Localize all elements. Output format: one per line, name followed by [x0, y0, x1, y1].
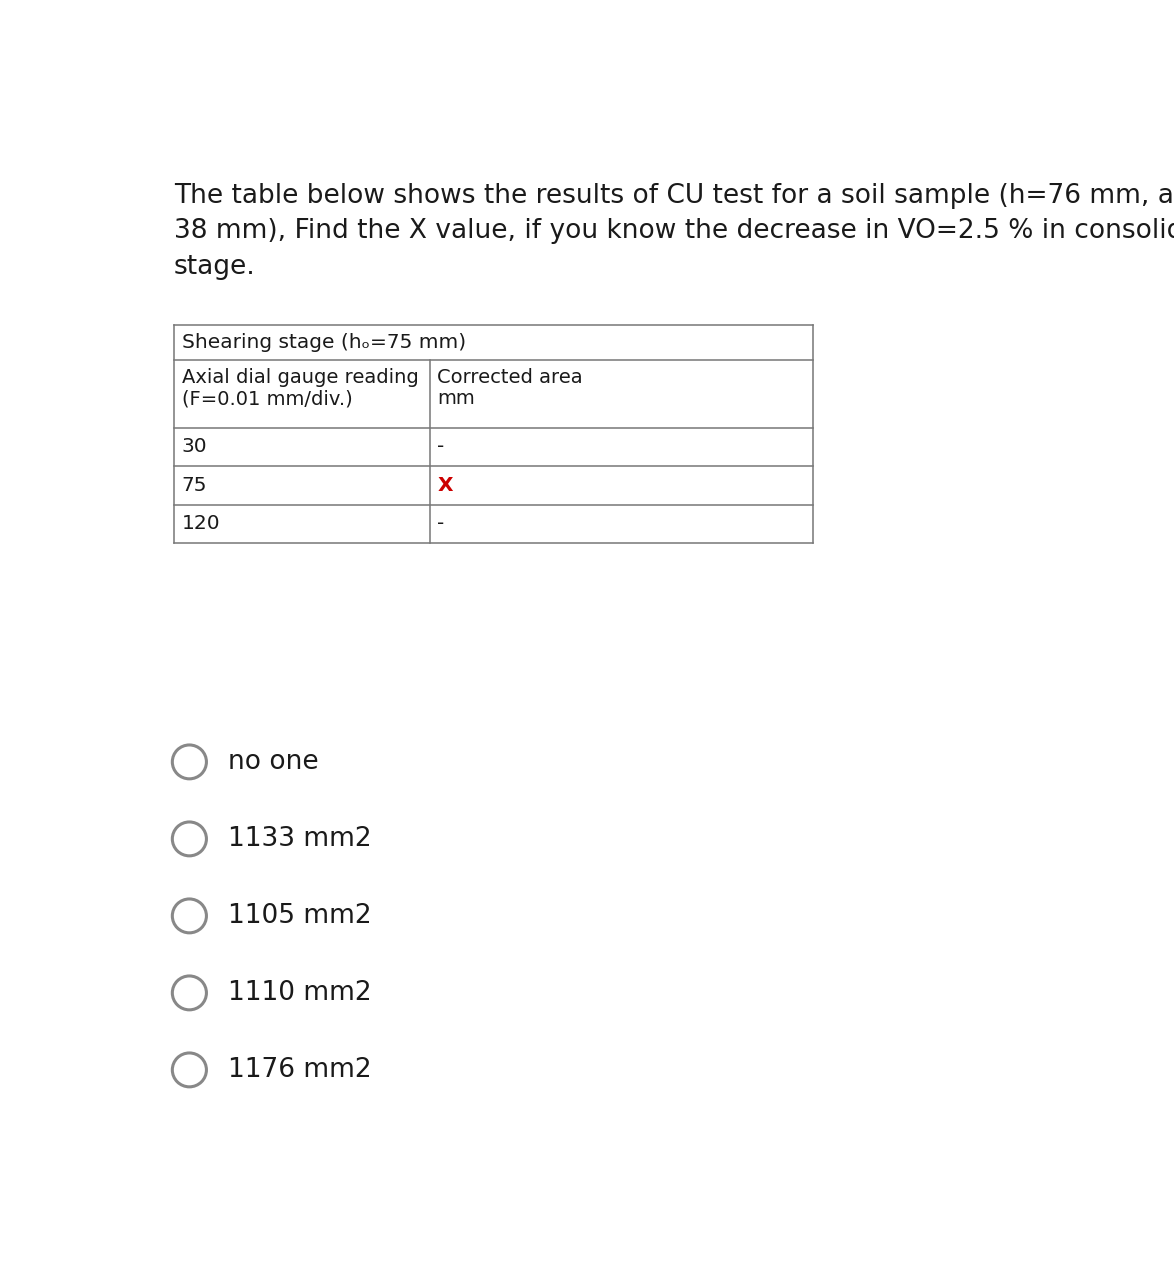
Text: Shearing stage (hₒ=75 mm): Shearing stage (hₒ=75 mm)	[182, 333, 466, 352]
Text: 1105 mm2: 1105 mm2	[228, 902, 372, 929]
Text: 30: 30	[182, 438, 208, 457]
Text: 120: 120	[182, 515, 221, 534]
Text: 38 mm), Find the X value, if you know the decrease in VO=2.5 % in consolidation: 38 mm), Find the X value, if you know th…	[174, 219, 1174, 244]
Text: stage.: stage.	[174, 253, 256, 280]
Text: -: -	[438, 515, 445, 534]
Text: (F=0.01 mm/div.): (F=0.01 mm/div.)	[182, 389, 352, 408]
Text: 1176 mm2: 1176 mm2	[228, 1057, 372, 1083]
Text: X: X	[438, 476, 453, 495]
Text: The table below shows the results of CU test for a soil sample (h=76 mm, and D=: The table below shows the results of CU …	[174, 183, 1174, 209]
Text: Axial dial gauge reading: Axial dial gauge reading	[182, 367, 418, 387]
Text: no one: no one	[228, 749, 319, 774]
Text: -: -	[438, 438, 445, 457]
Text: 75: 75	[182, 476, 207, 495]
Text: 1133 mm2: 1133 mm2	[228, 826, 372, 852]
Text: 1110 mm2: 1110 mm2	[228, 980, 372, 1006]
Text: Corrected area: Corrected area	[438, 367, 583, 387]
Text: mm: mm	[438, 389, 475, 408]
